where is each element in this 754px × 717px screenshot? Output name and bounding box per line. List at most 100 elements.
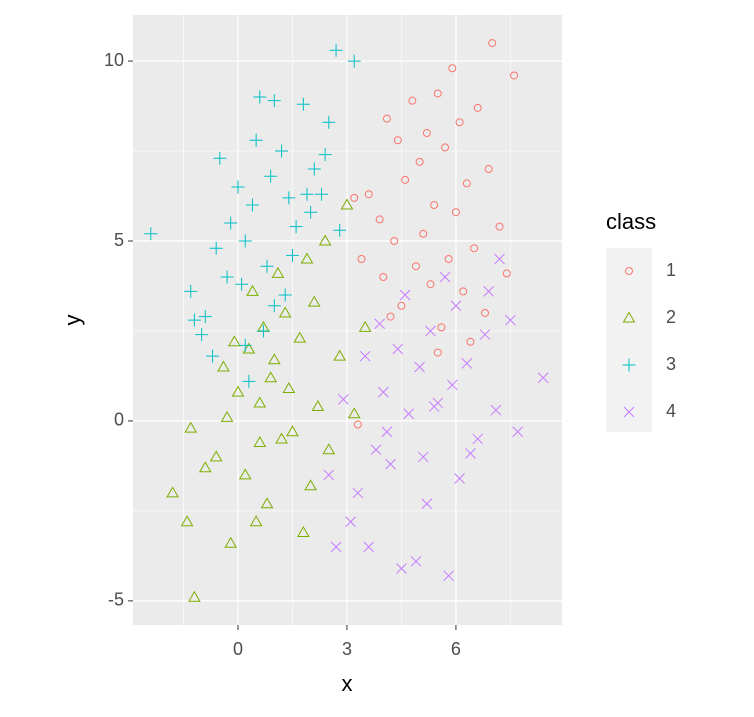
point	[209, 241, 223, 255]
point	[330, 541, 342, 553]
point	[374, 318, 386, 330]
point	[282, 382, 296, 394]
point	[323, 469, 335, 481]
y-tick-label: 0	[114, 410, 124, 430]
point	[459, 287, 468, 296]
point	[180, 515, 194, 527]
point	[318, 234, 332, 246]
point	[410, 555, 422, 567]
point	[386, 312, 395, 321]
point	[363, 541, 375, 553]
point	[322, 115, 336, 129]
point	[422, 129, 431, 138]
point	[439, 271, 451, 283]
point	[417, 451, 429, 463]
point	[206, 349, 220, 363]
y-tick-label: -5	[108, 590, 124, 610]
point	[238, 468, 252, 480]
point	[408, 96, 417, 105]
point	[293, 331, 307, 343]
point	[472, 433, 484, 445]
point	[275, 432, 288, 444]
legend-label: 1	[666, 260, 676, 280]
point	[311, 400, 325, 412]
point	[466, 337, 475, 346]
legend-label: 2	[666, 307, 676, 327]
point	[393, 136, 402, 145]
point	[385, 458, 396, 470]
point	[502, 269, 511, 278]
point	[443, 570, 455, 582]
point	[357, 255, 366, 263]
point	[411, 262, 420, 271]
point	[209, 450, 223, 462]
point	[364, 190, 373, 199]
point	[264, 169, 278, 183]
point	[278, 288, 292, 302]
point	[359, 350, 371, 362]
point	[227, 335, 241, 347]
point	[396, 563, 407, 574]
point	[415, 157, 424, 166]
point	[231, 180, 245, 194]
point	[358, 320, 372, 332]
point	[260, 497, 274, 509]
point	[512, 426, 524, 438]
point	[461, 358, 473, 369]
point	[246, 284, 259, 296]
point	[375, 215, 384, 224]
point	[304, 479, 317, 491]
point	[300, 187, 314, 201]
point	[304, 205, 318, 219]
legend-key	[622, 358, 636, 372]
y-axis-title: y	[60, 315, 85, 326]
point	[333, 349, 347, 361]
point	[505, 314, 516, 326]
point	[462, 179, 471, 188]
legend-key	[623, 406, 635, 418]
point	[448, 64, 457, 73]
point	[419, 229, 428, 238]
point	[307, 162, 321, 176]
x-axis-title: x	[342, 671, 353, 696]
point	[187, 313, 201, 327]
point	[278, 306, 292, 318]
point	[213, 151, 227, 165]
point	[403, 408, 415, 420]
point	[253, 396, 267, 408]
point	[479, 329, 491, 340]
point	[238, 234, 252, 248]
point	[195, 328, 209, 342]
point	[267, 94, 281, 108]
point	[484, 165, 493, 174]
point	[260, 259, 274, 273]
point	[444, 255, 453, 263]
point	[267, 353, 281, 365]
point	[198, 310, 212, 324]
point	[300, 252, 314, 264]
point	[454, 473, 465, 484]
point	[399, 289, 411, 301]
point	[322, 443, 336, 455]
point	[414, 361, 425, 373]
point	[249, 515, 263, 527]
x-tick-label: 6	[451, 639, 461, 659]
y-tick-label: 5	[114, 230, 124, 250]
point	[289, 220, 303, 234]
point	[235, 277, 249, 291]
point	[267, 299, 281, 313]
point	[231, 385, 245, 397]
point	[333, 223, 347, 237]
point	[242, 374, 256, 388]
point	[401, 175, 410, 184]
point	[220, 410, 234, 422]
point	[188, 590, 201, 602]
point	[495, 222, 504, 231]
point	[494, 253, 505, 265]
point	[220, 270, 234, 284]
point	[437, 323, 446, 332]
point	[271, 266, 285, 278]
point	[217, 360, 230, 372]
point	[238, 338, 252, 352]
